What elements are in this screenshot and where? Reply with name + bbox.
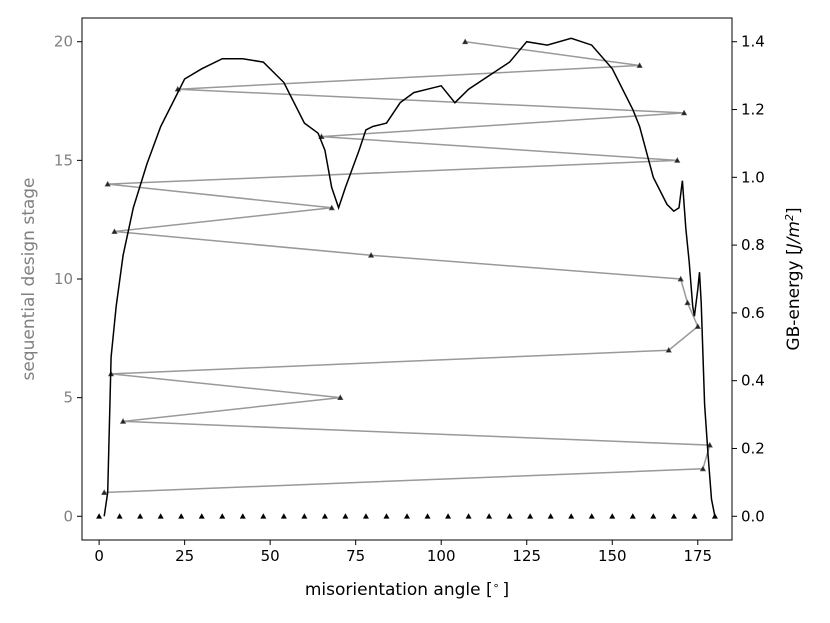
- initial-design-marker-13: [362, 513, 369, 519]
- design-stage-marker-8: [111, 228, 118, 234]
- initial-design-marker-0: [96, 513, 103, 519]
- initial-design-marker-6: [219, 513, 226, 519]
- initial-design-marker-15: [404, 513, 410, 519]
- design-stage-marker-12: [694, 323, 701, 329]
- energy-series: [103, 37, 716, 517]
- design-stage-marker-17: [706, 441, 713, 448]
- initial-design-marker-21: [527, 513, 534, 519]
- design-stage-marker-15: [337, 394, 344, 401]
- initial-design-marker-3: [157, 513, 164, 519]
- initial-design-marker-5: [198, 513, 205, 519]
- x-tick-label-4: 100: [427, 547, 456, 565]
- design-stage-marker-5: [674, 157, 681, 163]
- initial-design-marker-4: [178, 513, 185, 519]
- axis-labels: misorientation angle [∘] sequential desig…: [19, 177, 804, 600]
- y-right-tick-label-4: 0.8: [741, 236, 765, 254]
- y-right-tick-label-2: 0.4: [741, 372, 765, 390]
- y-right-tick-label-6: 1.2: [741, 101, 765, 119]
- design-stage-marker-11: [684, 299, 691, 306]
- initial-design-marker-29: [691, 513, 698, 519]
- x-tick-label-0: 0: [94, 547, 104, 565]
- x-tick-label-7: 175: [683, 547, 712, 565]
- design-stage-marker-1: [636, 62, 643, 68]
- initial-design-marker-23: [568, 513, 575, 519]
- x-tick-label-3: 75: [346, 547, 365, 565]
- design-stage-marker-13: [665, 346, 672, 353]
- y-right-tick-label-3: 0.6: [741, 304, 765, 322]
- y-right-tick-label-0: 0.0: [741, 507, 765, 525]
- x-tick-label-1: 25: [175, 547, 194, 565]
- y-left-tick-label-2: 10: [54, 270, 73, 288]
- y-left-tick-label-4: 20: [54, 33, 73, 51]
- design-stage-marker-10: [677, 275, 684, 282]
- y-right-tick-label-7: 1.4: [741, 33, 765, 51]
- design-stage-marker-9: [367, 252, 375, 258]
- y-right-tick-label-1: 0.2: [741, 439, 765, 457]
- initial-design-marker-8: [260, 513, 267, 519]
- design-stage-marker-7: [328, 204, 335, 211]
- y-axis-left-label: sequential design stage: [19, 177, 39, 380]
- initial-design-marker-25: [609, 513, 616, 519]
- initial-design-marker-27: [650, 513, 657, 519]
- x-tick-label-6: 150: [598, 547, 627, 565]
- x-tick-label-2: 50: [261, 547, 280, 565]
- initial-design-marker-14: [383, 513, 390, 519]
- stage-series: [96, 38, 718, 519]
- initial-design-marker-17: [445, 513, 452, 519]
- y-axis-right: 0.0 0.2 0.4 0.6 0.8 1.0 1.2 1.4: [732, 33, 765, 525]
- design-stage-marker-0: [462, 38, 469, 45]
- gb-energy-line: [103, 37, 716, 517]
- design-stage-marker-6: [104, 180, 111, 187]
- initial-design-marker-10: [301, 513, 308, 519]
- initial-design-marker-24: [588, 513, 595, 519]
- initial-design-marker-19: [486, 513, 493, 519]
- design-stage-marker-18: [699, 465, 707, 472]
- initial-design-marker-12: [342, 513, 349, 519]
- x-axis: 0 25 50 75 100 125 150 175: [94, 540, 712, 565]
- initial-design-marker-9: [280, 513, 287, 519]
- initial-design-marker-2: [137, 513, 144, 519]
- initial-design-marker-18: [465, 513, 472, 519]
- design-stage-marker-3: [680, 109, 688, 116]
- y-axis-right-label: GB-energy [J/m2]: [783, 207, 804, 350]
- initial-design-marker-28: [670, 513, 677, 519]
- design-stage-marker-19: [101, 489, 108, 495]
- design-stage-line: [104, 40, 711, 494]
- plot-area: [81, 17, 733, 541]
- y-left-tick-label-1: 5: [63, 389, 73, 407]
- x-axis-label: misorientation angle [∘]: [305, 579, 509, 600]
- y-left-tick-label-3: 15: [54, 151, 73, 169]
- initial-design-marker-7: [239, 513, 246, 519]
- y-left-tick-label-0: 0: [63, 507, 73, 525]
- initial-design-marker-1: [116, 513, 123, 519]
- initial-design-marker-16: [424, 513, 431, 519]
- y-right-tick-label-5: 1.0: [741, 168, 765, 186]
- initial-design-marker-26: [629, 513, 636, 519]
- design-stage-marker-16: [119, 418, 127, 424]
- initial-design-marker-11: [321, 513, 328, 519]
- initial-design-marker-20: [506, 513, 513, 519]
- y-axis-left: 0 5 10 15 20: [54, 33, 82, 525]
- x-tick-label-5: 125: [512, 547, 541, 565]
- initial-design-marker-22: [547, 513, 554, 519]
